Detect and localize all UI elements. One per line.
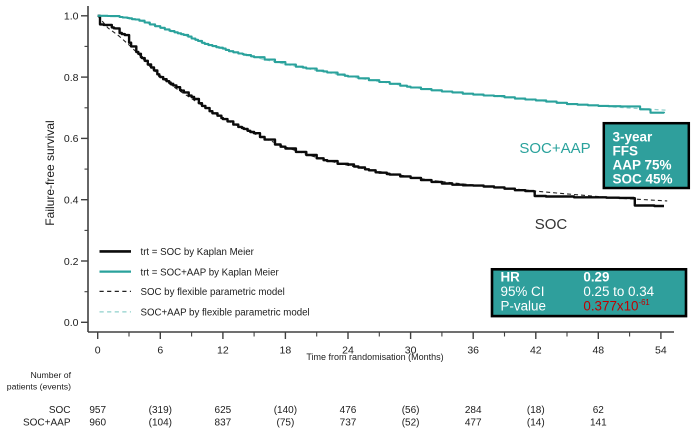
svg-text:1.0: 1.0 [64, 11, 79, 23]
svg-text:FFS: FFS [613, 143, 639, 158]
svg-text:476: 476 [340, 405, 357, 416]
svg-text:0.4: 0.4 [64, 195, 79, 207]
svg-text:(14): (14) [527, 418, 545, 429]
svg-text:95% CI: 95% CI [501, 284, 545, 299]
svg-text:837: 837 [215, 418, 232, 429]
svg-text:0.0: 0.0 [64, 317, 79, 329]
svg-text:42: 42 [530, 345, 542, 357]
svg-text:Failure-free survival: Failure-free survival [43, 120, 57, 225]
svg-text:(75): (75) [277, 418, 295, 429]
svg-text:(319): (319) [149, 405, 172, 416]
svg-text:24: 24 [342, 345, 354, 357]
svg-text:(140): (140) [274, 405, 297, 416]
svg-text:SOC: SOC [49, 405, 71, 416]
svg-text:141: 141 [590, 418, 607, 429]
svg-text:284: 284 [465, 405, 482, 416]
svg-text:0.25 to 0.34: 0.25 to 0.34 [583, 284, 654, 299]
svg-text:patients (events): patients (events) [7, 381, 71, 391]
svg-text:SOC: SOC [535, 216, 568, 233]
svg-text:36: 36 [467, 345, 479, 357]
svg-text:(52): (52) [402, 418, 420, 429]
svg-text:SOC+AAP: SOC+AAP [519, 140, 590, 157]
svg-text:0.377x10-61: 0.377x10-61 [583, 298, 649, 314]
svg-text:625: 625 [215, 405, 232, 416]
svg-text:Number of: Number of [30, 370, 71, 380]
svg-text:0.8: 0.8 [64, 72, 79, 84]
svg-text:737: 737 [340, 418, 357, 429]
svg-text:30: 30 [405, 345, 417, 357]
svg-text:SOC+AAP: SOC+AAP [23, 418, 71, 429]
svg-text:0.2: 0.2 [64, 256, 79, 268]
svg-text:trt = SOC+AAP by Kaplan Meier: trt = SOC+AAP by Kaplan Meier [141, 267, 280, 278]
svg-text:54: 54 [655, 345, 667, 357]
svg-text:(104): (104) [149, 418, 172, 429]
svg-text:0.6: 0.6 [64, 133, 79, 145]
svg-text:477: 477 [465, 418, 482, 429]
svg-text:HR: HR [501, 269, 521, 284]
svg-text:960: 960 [89, 418, 106, 429]
svg-text:(56): (56) [402, 405, 420, 416]
svg-text:trt = SOC by Kaplan Meier: trt = SOC by Kaplan Meier [141, 247, 255, 258]
svg-text:0: 0 [95, 345, 101, 357]
svg-text:6: 6 [157, 345, 163, 357]
svg-text:Time from randomisation (Month: Time from randomisation (Months) [306, 352, 443, 362]
svg-text:12: 12 [217, 345, 229, 357]
svg-text:18: 18 [280, 345, 292, 357]
svg-text:62: 62 [593, 405, 605, 416]
svg-text:P-value: P-value [501, 299, 546, 314]
svg-text:3-year: 3-year [613, 129, 654, 144]
svg-text:SOC by flexible parametric mod: SOC by flexible parametric model [141, 287, 285, 298]
svg-text:AAP 75%: AAP 75% [613, 157, 672, 172]
svg-text:0.29: 0.29 [583, 269, 609, 284]
svg-text:SOC 45%: SOC 45% [613, 171, 673, 186]
svg-text:(18): (18) [527, 405, 545, 416]
svg-text:48: 48 [592, 345, 604, 357]
svg-text:957: 957 [89, 405, 106, 416]
svg-text:SOC+AAP by flexible parametric: SOC+AAP by flexible parametric model [141, 308, 310, 319]
